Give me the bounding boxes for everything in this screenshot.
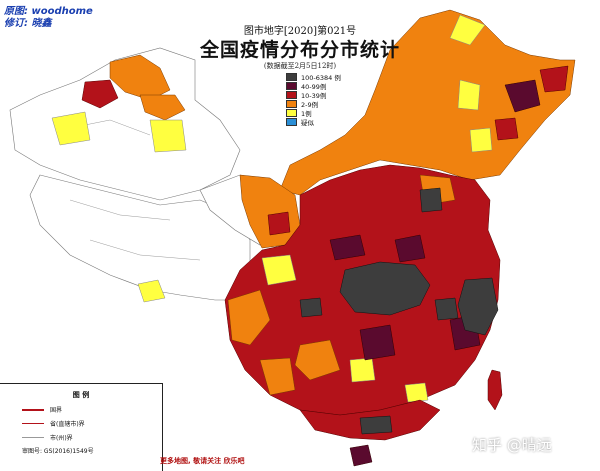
map-subtitle: (数据截至2月5日12时) [263,62,337,70]
legend-label: 1例 [301,109,312,118]
legend-row: 100-6384 例 [286,72,376,82]
footer-text: 更多地图, 敬请关注 欣乐吧 [160,457,245,465]
map-approval-note: 审图号: GS(2016)1549号 [22,448,94,455]
legend-row: 40-99例 [286,81,376,91]
legend-label: 100-6384 例 [301,73,341,82]
legend-label: 2-9例 [301,100,319,109]
color-legend: 100-6384 例 40-99例 10-39例 2-9例 1例 疑似 [286,72,376,127]
region-yellow-tibet [137,279,166,303]
region-hainan [349,444,373,467]
boundary-legend-title: 图 例 [72,391,90,399]
legend-label: 40-99例 [301,82,327,91]
map-title: 全国疫情分布分市统计 [199,39,400,61]
boundary-label: 省(直辖市)界 [50,421,85,428]
credit-source: 原图: woodhome [4,6,93,17]
zhihu-watermark: 知乎 @晴远 [472,436,552,454]
boundary-legend: 图 例 国界 省(直辖市)界 市(州)界 审图号: GS(2016)1549号 [0,383,163,471]
region-hubei [339,261,431,316]
boundary-label: 国界 [50,407,63,414]
legend-swatch [286,81,297,90]
region-yellow-xinjiang-2 [149,119,187,153]
legend-row: 10-39例 [286,90,376,100]
boundary-row: 市(州)界 [22,433,162,442]
legend-label: 疑似 [301,118,314,127]
legend-swatch [286,99,297,108]
credit-edit: 修订: 晓鑫 [4,18,52,29]
boundary-line [22,423,44,424]
region-northeast-mongolia [279,9,576,196]
region-xinjiang [9,47,241,201]
legend-label: 10-39例 [301,91,327,100]
legend-row: 2-9例 [286,99,376,109]
boundary-line [22,408,44,411]
region-zhejiang [457,277,499,336]
legend-swatch [286,108,297,117]
boundary-label: 市(州)界 [50,435,73,442]
boundary-row: 省(直辖市)界 [22,419,162,428]
region-yellow-xinjiang-1 [51,111,91,146]
legend-swatch [286,117,297,126]
boundary-line [22,437,44,438]
legend-swatch [286,90,297,99]
map-document-number: 图市地字[2020]第021号 [243,26,357,37]
boundary-row: 国界 [22,405,162,414]
legend-row: 疑似 [286,117,376,127]
legend-row: 1例 [286,108,376,118]
region-taiwan [487,369,503,411]
legend-swatch [286,72,297,81]
